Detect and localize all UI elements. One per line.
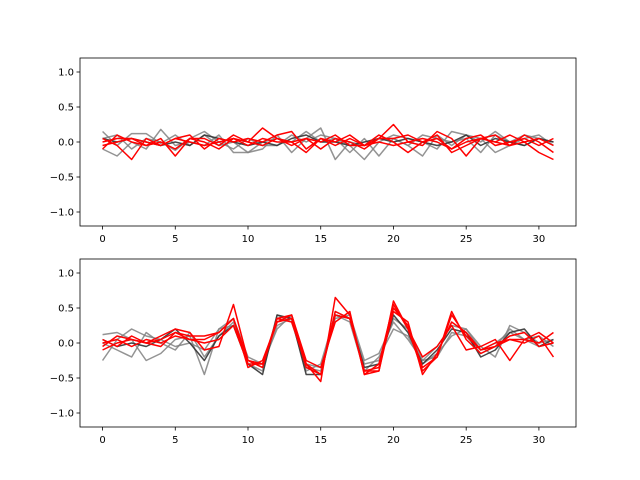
y-tick-label: −1.0 bbox=[50, 409, 74, 420]
series-line-3 bbox=[102, 130, 554, 157]
series-group bbox=[102, 123, 554, 161]
x-tick-label: 10 bbox=[242, 435, 255, 446]
series-line-8 bbox=[102, 134, 554, 161]
y-tick-label: 0.0 bbox=[58, 138, 74, 149]
x-tick-label: 15 bbox=[314, 435, 327, 446]
y-tick-label: 1.0 bbox=[58, 68, 74, 79]
x-tick-label: 25 bbox=[460, 435, 473, 446]
series-group bbox=[101, 296, 555, 383]
x-tick-label: 25 bbox=[460, 234, 473, 245]
x-tick-label: 30 bbox=[533, 234, 546, 245]
top-subplot: 0 5 10 15 20 25 30 −1.0 −0.5 0.0 0.5 1.0 bbox=[50, 57, 577, 245]
series-line-8 bbox=[102, 307, 554, 376]
x-tick-label: 30 bbox=[533, 435, 546, 446]
y-tick-label: −1.0 bbox=[50, 208, 74, 219]
x-tick-label: 0 bbox=[99, 435, 105, 446]
y-tick-label: 0.5 bbox=[58, 103, 74, 114]
x-tick-label: 0 bbox=[99, 234, 105, 245]
series-line-7 bbox=[102, 134, 554, 150]
x-tick-label: 15 bbox=[314, 234, 327, 245]
x-tick-label: 20 bbox=[387, 234, 400, 245]
series-line-5 bbox=[102, 296, 555, 383]
x-tick-label: 20 bbox=[387, 435, 400, 446]
x-tick-label: 5 bbox=[172, 435, 178, 446]
y-tick-label: −0.5 bbox=[50, 173, 74, 184]
bottom-subplot: 0 5 10 15 20 25 30 −1.0 −0.5 0.0 0.5 1.0 bbox=[50, 258, 577, 446]
y-tick-label: 0.5 bbox=[58, 304, 74, 315]
y-tick-label: 0.0 bbox=[58, 339, 74, 350]
series-line-5 bbox=[102, 123, 554, 157]
x-tick-label: 5 bbox=[172, 234, 178, 245]
x-tick-label: 10 bbox=[242, 234, 255, 245]
y-tick-label: −0.5 bbox=[50, 374, 74, 385]
y-tick-label: 1.0 bbox=[58, 269, 74, 280]
